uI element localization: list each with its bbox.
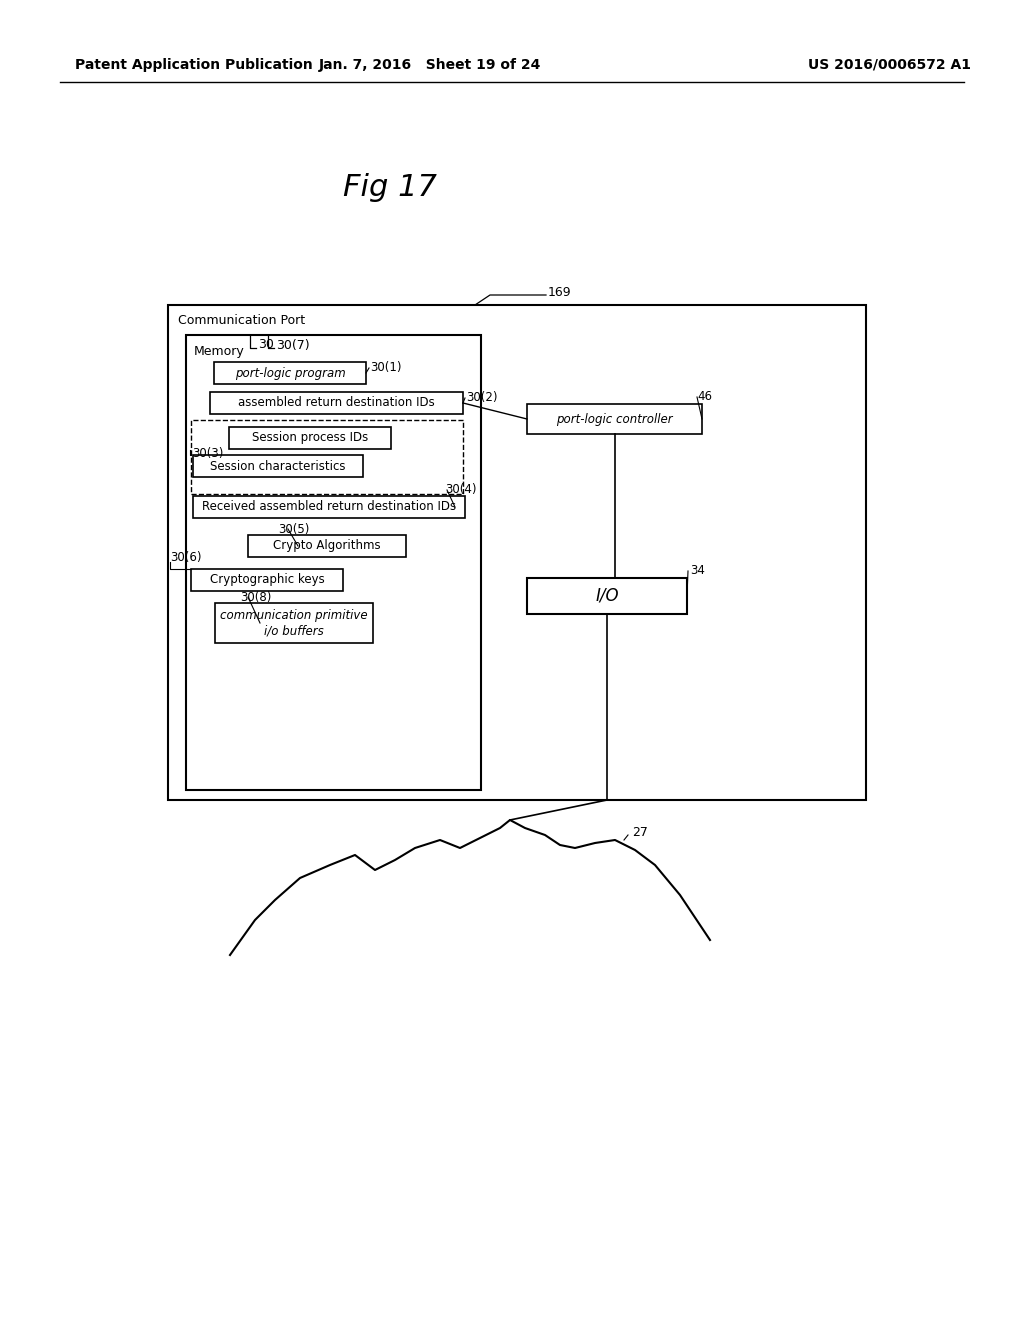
- Bar: [215, 603, 373, 643]
- Text: 34: 34: [690, 565, 705, 578]
- Text: Jan. 7, 2016   Sheet 19 of 24: Jan. 7, 2016 Sheet 19 of 24: [318, 58, 542, 73]
- Text: 30(3): 30(3): [193, 446, 223, 459]
- Text: Session process IDs: Session process IDs: [252, 432, 368, 445]
- Text: port-logic controller: port-logic controller: [556, 412, 673, 425]
- Bar: [191, 420, 463, 494]
- Text: 30(4): 30(4): [445, 483, 476, 496]
- Bar: [191, 569, 343, 591]
- Text: 169: 169: [548, 285, 571, 298]
- Text: 30(6): 30(6): [170, 552, 202, 565]
- Bar: [168, 305, 866, 800]
- Text: Fig 17: Fig 17: [343, 173, 437, 202]
- Text: Communication Port: Communication Port: [178, 314, 305, 327]
- Text: Patent Application Publication: Patent Application Publication: [75, 58, 312, 73]
- Text: US 2016/0006572 A1: US 2016/0006572 A1: [809, 58, 972, 73]
- Text: 30(5): 30(5): [278, 523, 309, 536]
- Text: 30(8): 30(8): [240, 590, 271, 603]
- Bar: [229, 426, 391, 449]
- Text: 30(2): 30(2): [466, 392, 498, 404]
- Bar: [527, 404, 702, 434]
- Text: assembled return destination IDs: assembled return destination IDs: [239, 396, 435, 409]
- Text: 30(7): 30(7): [276, 338, 309, 351]
- Text: Crypto Algorithms: Crypto Algorithms: [273, 540, 381, 553]
- Bar: [193, 496, 465, 517]
- Bar: [527, 578, 687, 614]
- Text: I/O: I/O: [595, 587, 618, 605]
- Text: 30(1): 30(1): [370, 362, 401, 375]
- Bar: [248, 535, 406, 557]
- Text: 27: 27: [632, 825, 648, 838]
- Text: port-logic program: port-logic program: [234, 367, 345, 380]
- Text: 30: 30: [258, 338, 273, 351]
- Bar: [193, 455, 362, 477]
- Text: Received assembled return destination IDs: Received assembled return destination ID…: [202, 500, 456, 513]
- Text: Cryptographic keys: Cryptographic keys: [210, 573, 325, 586]
- Bar: [214, 362, 366, 384]
- Text: 46: 46: [697, 391, 712, 404]
- Bar: [186, 335, 481, 789]
- Bar: [210, 392, 463, 414]
- Text: Session characteristics: Session characteristics: [210, 459, 346, 473]
- Text: communication primitive
i/o buffers: communication primitive i/o buffers: [220, 609, 368, 638]
- Text: Memory: Memory: [194, 345, 245, 358]
